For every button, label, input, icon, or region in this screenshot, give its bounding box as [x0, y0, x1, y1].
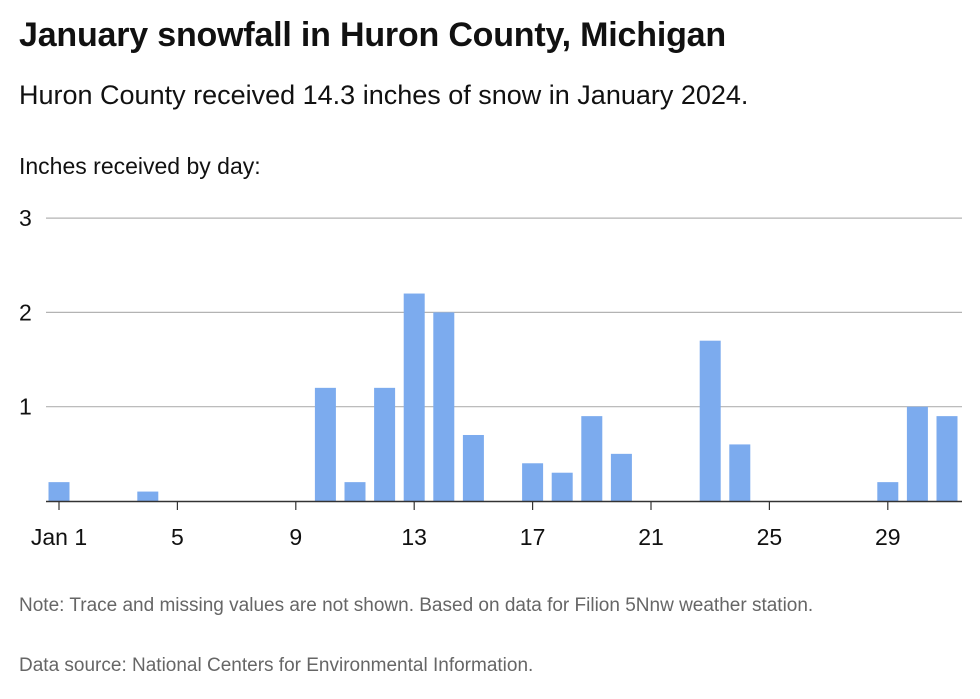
- bar-day-4: [137, 491, 159, 501]
- grid-layer: [46, 217, 962, 408]
- bar-chart: 1 2 3 Jan 1 5 9 13 17 21 25 29: [19, 205, 962, 550]
- x-tick-label: 9: [289, 524, 302, 550]
- chart-subtitle: Huron County received 14.3 inches of sno…: [19, 80, 749, 110]
- bar-day-24: [729, 444, 751, 501]
- axis-layer: 1 2 3 Jan 1 5 9 13 17 21 25 29: [19, 205, 962, 550]
- x-tick-label: 29: [875, 524, 901, 550]
- data-source: Data source: National Centers for Enviro…: [19, 655, 534, 676]
- y-tick-label: 1: [19, 394, 32, 420]
- x-tick-label: Jan 1: [31, 524, 87, 550]
- x-tick-label: 21: [638, 524, 664, 550]
- chart-note: Note: Trace and missing values are not s…: [19, 595, 814, 616]
- bar-day-30: [906, 406, 928, 501]
- bar-day-23: [699, 340, 721, 501]
- bar-layer: [48, 293, 958, 501]
- bar-day-1: [48, 482, 70, 501]
- x-tick-label: 25: [757, 524, 783, 550]
- bar-day-19: [581, 416, 603, 501]
- bar-day-31: [936, 416, 958, 501]
- bar-day-13: [403, 293, 425, 501]
- x-tick-label: 17: [520, 524, 546, 550]
- bar-day-17: [522, 463, 544, 501]
- x-tick-label: 5: [171, 524, 184, 550]
- y-axis-label: Inches received by day:: [19, 153, 261, 179]
- x-tick-label: 13: [401, 524, 427, 550]
- y-tick-label: 3: [19, 205, 32, 231]
- bar-day-18: [551, 472, 573, 501]
- bar-day-12: [374, 387, 396, 501]
- bar-day-11: [344, 482, 366, 501]
- bar-day-10: [314, 387, 336, 501]
- bar-day-29: [877, 482, 899, 501]
- chart-title: January snowfall in Huron County, Michig…: [19, 16, 726, 54]
- bar-day-15: [462, 434, 484, 501]
- bar-day-20: [610, 453, 632, 501]
- bar-day-14: [433, 312, 455, 501]
- y-tick-label: 2: [19, 299, 32, 325]
